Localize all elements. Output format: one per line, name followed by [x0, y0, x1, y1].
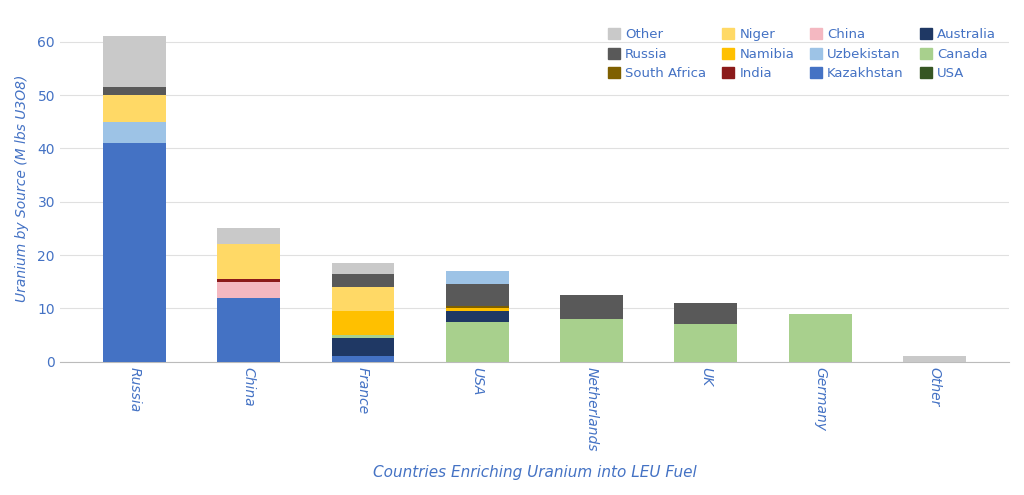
Bar	[103, 36, 166, 87]
Bar	[445, 308, 509, 311]
Bar	[217, 228, 281, 245]
Bar	[445, 311, 509, 322]
Legend: Other, Russia, South Africa, Niger, Namibia, India, China, Uzbekistan, Kazakhsta: Other, Russia, South Africa, Niger, Nami…	[601, 22, 1002, 87]
Bar	[332, 287, 394, 311]
Bar	[103, 87, 166, 95]
Bar	[217, 282, 281, 297]
Bar	[788, 314, 852, 362]
Bar	[445, 271, 509, 285]
Bar	[560, 295, 623, 319]
Bar	[903, 356, 966, 362]
Bar	[332, 274, 394, 287]
Bar	[332, 338, 394, 356]
Bar	[217, 279, 281, 282]
Bar	[103, 95, 166, 122]
Y-axis label: Uranium by Source (M lbs U3O8): Uranium by Source (M lbs U3O8)	[15, 75, 29, 302]
Bar	[332, 335, 394, 338]
Bar	[675, 303, 737, 324]
Bar	[560, 319, 623, 362]
Bar	[675, 324, 737, 362]
Bar	[103, 143, 166, 362]
Bar	[445, 322, 509, 362]
Bar	[332, 311, 394, 335]
Bar	[332, 263, 394, 274]
Bar	[332, 356, 394, 362]
Bar	[103, 122, 166, 143]
Bar	[445, 285, 509, 306]
Bar	[217, 245, 281, 279]
X-axis label: Countries Enriching Uranium into LEU Fuel: Countries Enriching Uranium into LEU Fue…	[373, 465, 696, 480]
Bar	[445, 306, 509, 308]
Bar	[217, 297, 281, 362]
